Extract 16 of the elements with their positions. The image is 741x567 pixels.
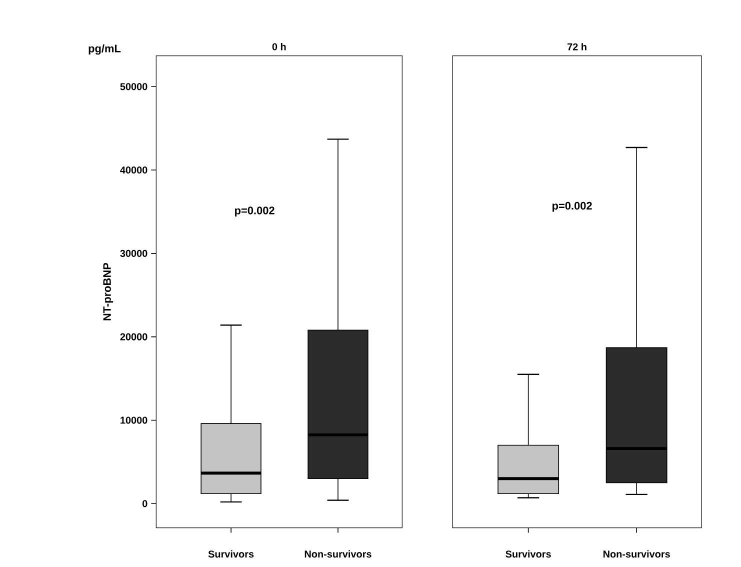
annotation: p=0.002 [552,202,592,212]
annotation: p=0.002 [235,206,274,217]
y-axis-title: NT-proBNP [103,262,114,320]
text: pg/mL [88,44,121,55]
x-tick-label: Survivors [208,550,254,558]
chart-title: 72 h [567,43,586,50]
x-tick-label: Non-survivors [603,550,670,558]
y-tick-label: 50000 [120,83,148,90]
y-tick-label: 20000 [120,333,148,340]
y-tick-label: 40000 [120,166,148,174]
y-tick-label: 10000 [120,416,148,424]
y-tick-label: 30000 [120,250,148,257]
y-tick-label: 0 [142,500,148,508]
chart-title: 0 h [272,42,286,50]
x-tick-label: Non-survivors [304,550,372,558]
x-tick-label: Survivors [506,550,551,558]
